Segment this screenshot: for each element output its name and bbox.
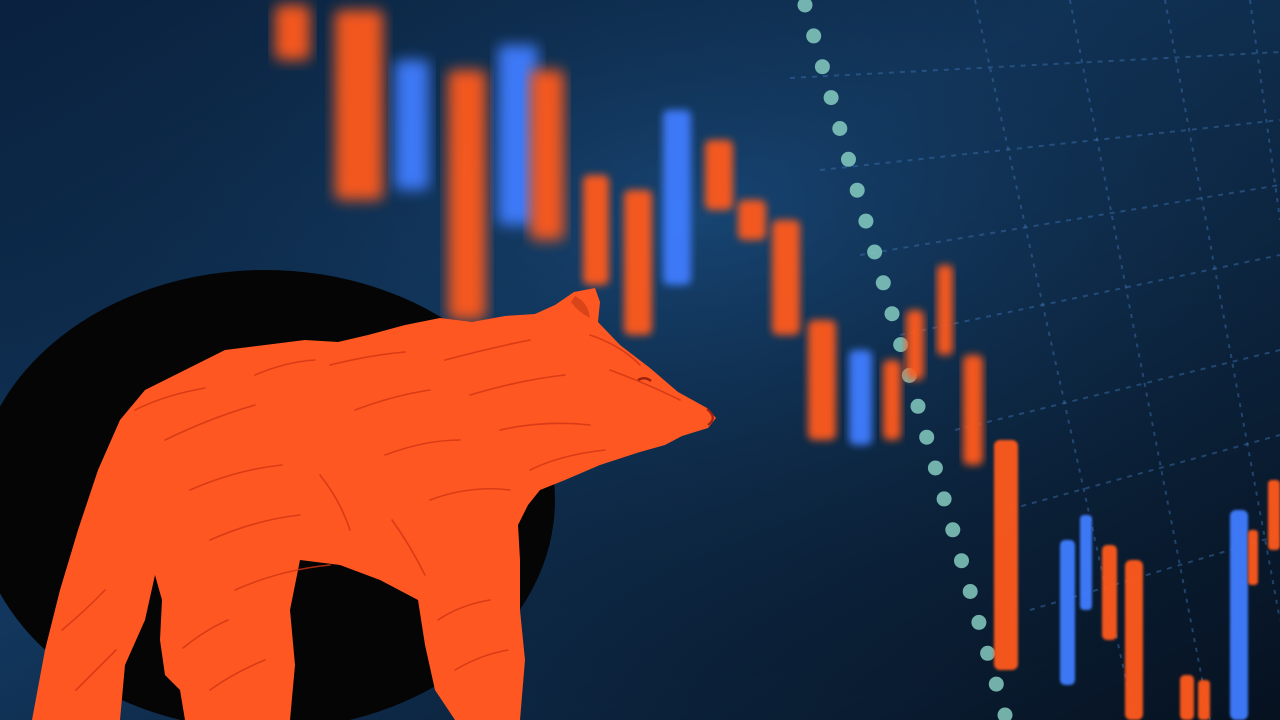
- trend-dot: [945, 522, 961, 538]
- bearish-candle: [772, 220, 800, 335]
- fur-stroke: [384, 439, 461, 456]
- fur-stroke: [254, 359, 316, 376]
- trend-dot: [832, 121, 848, 136]
- grid-line-horizontal-6: [999, 434, 1280, 513]
- bearish-candle: [624, 190, 652, 335]
- trend-dot: [962, 584, 978, 599]
- trend-dot: [806, 28, 822, 44]
- bear-eye: [637, 377, 652, 382]
- trend-dot: [980, 645, 996, 661]
- bullish-candle: [498, 45, 538, 225]
- fur-stroke: [182, 619, 229, 649]
- bearish-candle: [906, 310, 924, 380]
- grid-line-horizontal-3: [859, 184, 1280, 256]
- grid-line-horizontal-5: [954, 349, 1280, 431]
- fur-stroke: [354, 389, 431, 411]
- chart-grid: [789, 0, 1280, 720]
- bearish-candle: [1198, 680, 1210, 720]
- bullish-candle: [1080, 515, 1092, 610]
- bearish-candle: [994, 440, 1018, 670]
- bear-body: [32, 288, 716, 720]
- bearish-candle: [1268, 480, 1280, 550]
- trend-dot: [936, 491, 952, 507]
- fur-stroke: [209, 514, 301, 541]
- fur-stroke: [391, 519, 426, 576]
- bearish-candle: [530, 70, 564, 240]
- fur-stroke: [469, 374, 566, 396]
- trend-dot: [927, 460, 943, 476]
- fur-stroke: [61, 589, 106, 631]
- bearish-candle: [1180, 675, 1194, 720]
- bullish-candle: [663, 110, 691, 285]
- fur-stroke: [164, 404, 256, 441]
- fur-stroke: [189, 464, 283, 491]
- fur-stroke: [329, 351, 406, 366]
- fur-stroke: [589, 334, 641, 366]
- trend-dot: [997, 707, 1013, 720]
- fur-stroke: [134, 387, 206, 411]
- bearish-candle: [738, 200, 766, 240]
- trend-dots: [797, 0, 1013, 720]
- grid-line-horizontal-4: [899, 254, 1280, 336]
- grid-line-horizontal-2: [819, 119, 1280, 171]
- trend-dot: [841, 151, 856, 167]
- bearish-candle: [1248, 530, 1258, 585]
- fur-stroke: [444, 339, 531, 361]
- grid-line-vertical-4: [1249, 0, 1280, 221]
- trend-dot: [893, 337, 909, 353]
- bear-nose: [706, 408, 714, 426]
- bearish-candle: [1125, 560, 1143, 720]
- trend-dot: [867, 244, 883, 260]
- trend-dot: [884, 306, 900, 322]
- trend-dot: [814, 59, 830, 75]
- fur-stroke: [209, 659, 266, 691]
- bullish-candle: [1060, 540, 1075, 685]
- bear-fur-lines: [61, 334, 681, 691]
- trend-dot: [971, 614, 987, 630]
- bearish-candle: [448, 70, 486, 320]
- grid-line-vertical-1: [974, 0, 1136, 720]
- bullish-candle: [1230, 510, 1248, 720]
- bullish-candle: [849, 350, 872, 445]
- bearish-candle: [1102, 545, 1117, 640]
- fur-stroke: [609, 369, 681, 401]
- bear-ear: [571, 296, 590, 318]
- trend-dot: [823, 90, 839, 106]
- trend-dot: [988, 676, 1004, 692]
- bullish-candle: [395, 60, 429, 190]
- bearish-candle: [705, 140, 733, 210]
- bearish-candle: [937, 265, 953, 355]
- fur-stroke: [234, 564, 331, 591]
- grid-line-vertical-2: [1069, 0, 1211, 720]
- fur-stroke: [319, 474, 351, 531]
- fur-stroke: [454, 649, 509, 671]
- bearish-candle: [583, 175, 609, 285]
- bearish-candle: [275, 5, 310, 60]
- bearish-candle: [335, 10, 383, 200]
- grid-line-horizontal-1: [789, 51, 1280, 79]
- trend-dot: [919, 429, 935, 445]
- trend-dot: [797, 0, 813, 13]
- bearish-candle: [963, 355, 983, 465]
- fur-stroke: [529, 449, 606, 471]
- trend-dot: [849, 182, 865, 198]
- trend-dot: [875, 275, 891, 291]
- fur-stroke: [437, 599, 491, 621]
- trend-dot: [858, 213, 874, 229]
- bearish-candle: [883, 360, 901, 440]
- trend-dot: [910, 398, 926, 414]
- fur-stroke: [499, 422, 591, 431]
- fur-stroke: [75, 649, 117, 691]
- bearish-candle: [808, 320, 836, 440]
- candlestick-chart: [275, 0, 1280, 720]
- trend-dot: [954, 553, 969, 569]
- bear-illustration: [32, 288, 716, 720]
- fur-stroke: [429, 487, 511, 501]
